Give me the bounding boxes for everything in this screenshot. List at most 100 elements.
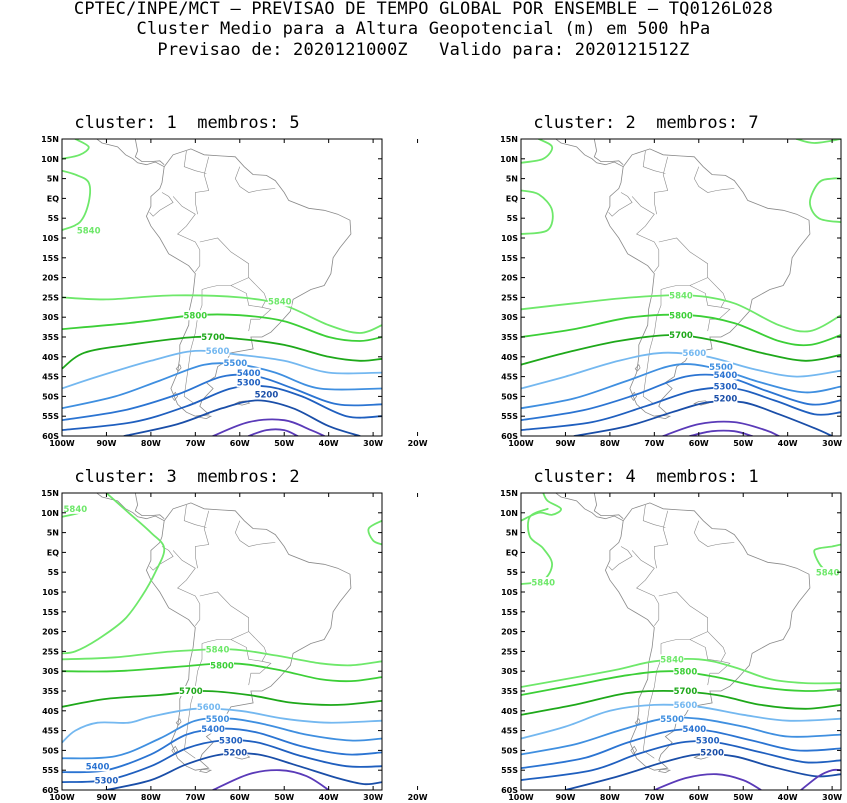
map-canvas: 5840584058005700560055005400540053005300… bbox=[41, 489, 428, 802]
contour-label-5300: 5300 bbox=[219, 737, 243, 747]
lon-tick-label: 40W bbox=[778, 793, 798, 802]
lon-tick-label: 50W bbox=[733, 439, 753, 448]
contour-label-5500: 5500 bbox=[206, 715, 230, 725]
lon-tick-label: 90W bbox=[96, 793, 116, 802]
lat-tick-label: EQ bbox=[47, 548, 59, 557]
lat-tick-label: EQ bbox=[506, 548, 518, 557]
lat-tick-label: 45S bbox=[501, 373, 518, 382]
lat-tick-label: 15S bbox=[42, 254, 59, 263]
lon-tick-label: 80W bbox=[141, 439, 161, 448]
lat-tick-label: 25S bbox=[42, 293, 59, 302]
lat-tick-label: 15N bbox=[41, 489, 59, 498]
country-border bbox=[183, 504, 207, 528]
lat-tick-label: 30S bbox=[42, 313, 59, 322]
lat-tick-label: 5N bbox=[506, 175, 518, 184]
lon-tick-label: 20W bbox=[408, 793, 428, 802]
contour-label-5200: 5200 bbox=[714, 395, 738, 405]
contour-line-5700 bbox=[62, 335, 382, 370]
contour-label-bg bbox=[673, 666, 698, 677]
country-border bbox=[172, 196, 201, 272]
south-america-coastline bbox=[604, 148, 811, 417]
lat-tick-label: 15N bbox=[41, 135, 59, 144]
contour-line-5840 bbox=[62, 169, 91, 231]
panel-title: cluster: 4 membros: 1 bbox=[533, 467, 759, 487]
lat-tick-label: 5N bbox=[506, 529, 518, 538]
lon-tick-label: 30W bbox=[822, 793, 842, 802]
contour-label-5800: 5800 bbox=[183, 311, 207, 321]
island-outline bbox=[175, 718, 182, 726]
lon-tick-label: 100W bbox=[49, 439, 75, 448]
country-border bbox=[689, 631, 726, 662]
contour-line-5500 bbox=[521, 363, 841, 410]
contour-line-5200 bbox=[123, 399, 361, 436]
contour-line-5840 bbox=[521, 139, 554, 164]
map-frame bbox=[61, 138, 383, 437]
contour-line-5100 bbox=[800, 768, 841, 790]
country-border bbox=[642, 150, 666, 174]
country-border bbox=[658, 237, 708, 290]
contour-line-5400 bbox=[62, 727, 382, 774]
lon-tick-label: 30W bbox=[363, 439, 383, 448]
contour-line-5500 bbox=[62, 717, 382, 760]
map-frame bbox=[520, 492, 842, 791]
contour-line-5840 bbox=[521, 493, 562, 522]
contour-label-bg bbox=[713, 393, 738, 404]
map-frame bbox=[61, 492, 383, 791]
island-outline bbox=[234, 400, 251, 406]
contour-line-5200 bbox=[564, 753, 841, 790]
contour-label-5400: 5400 bbox=[714, 371, 738, 381]
central-america-coastline bbox=[96, 139, 165, 168]
country-border bbox=[693, 520, 735, 547]
island-outline bbox=[658, 769, 672, 773]
contour-label-bg bbox=[713, 369, 738, 380]
contour-line-5100 bbox=[689, 429, 753, 436]
contour-line-5840 bbox=[367, 519, 382, 546]
lat-tick-label: 60S bbox=[42, 786, 59, 795]
contour-label-bg bbox=[254, 389, 279, 400]
island-outline bbox=[634, 364, 641, 372]
country-border bbox=[199, 237, 249, 290]
contour-label-bg bbox=[76, 225, 101, 236]
lon-tick-label: 30W bbox=[822, 439, 842, 448]
contour-line-5840 bbox=[62, 139, 90, 160]
contour-label-5840: 5840 bbox=[669, 292, 693, 302]
lat-tick-label: 45S bbox=[42, 373, 59, 382]
contour-label-5200: 5200 bbox=[700, 749, 724, 759]
contour-line-5600 bbox=[62, 707, 382, 744]
country-border bbox=[195, 156, 210, 215]
contour-label-5300: 5300 bbox=[237, 379, 261, 389]
contour-label-5600: 5600 bbox=[682, 349, 706, 359]
lat-tick-label: 40S bbox=[42, 707, 59, 716]
contour-line-5700 bbox=[62, 690, 382, 708]
contour-label-bg bbox=[210, 660, 234, 671]
country-border bbox=[689, 277, 726, 308]
map-canvas: 5840584058405800570056005500540053005200… bbox=[500, 489, 842, 802]
country-border bbox=[248, 307, 272, 332]
lat-tick-label: 15N bbox=[500, 489, 518, 498]
contour-line-5100 bbox=[653, 773, 762, 790]
contour-label-5300: 5300 bbox=[95, 776, 119, 786]
lat-tick-label: 50S bbox=[42, 392, 59, 401]
contour-label-bg bbox=[713, 381, 738, 392]
island-outline bbox=[630, 745, 638, 755]
lat-tick-label: 35S bbox=[501, 333, 518, 342]
country-border bbox=[230, 277, 267, 308]
lat-tick-label: 60S bbox=[42, 432, 59, 441]
lat-tick-label: 15S bbox=[501, 608, 518, 617]
lat-tick-label: 35S bbox=[501, 687, 518, 696]
lon-tick-label: 80W bbox=[600, 439, 620, 448]
contour-label-5400: 5400 bbox=[86, 762, 110, 772]
lat-tick-label: 35S bbox=[42, 687, 59, 696]
lat-tick-label: 25S bbox=[42, 647, 59, 656]
contour-label-5700: 5700 bbox=[674, 687, 698, 697]
lat-tick-label: 55S bbox=[501, 766, 518, 775]
lon-tick-label: 50W bbox=[733, 793, 753, 802]
contour-line-5400 bbox=[521, 373, 841, 422]
lat-tick-label: 45S bbox=[501, 727, 518, 736]
contour-label-bg bbox=[236, 367, 261, 378]
lat-tick-label: 10N bbox=[41, 155, 59, 164]
contour-label-5800: 5800 bbox=[210, 661, 234, 671]
